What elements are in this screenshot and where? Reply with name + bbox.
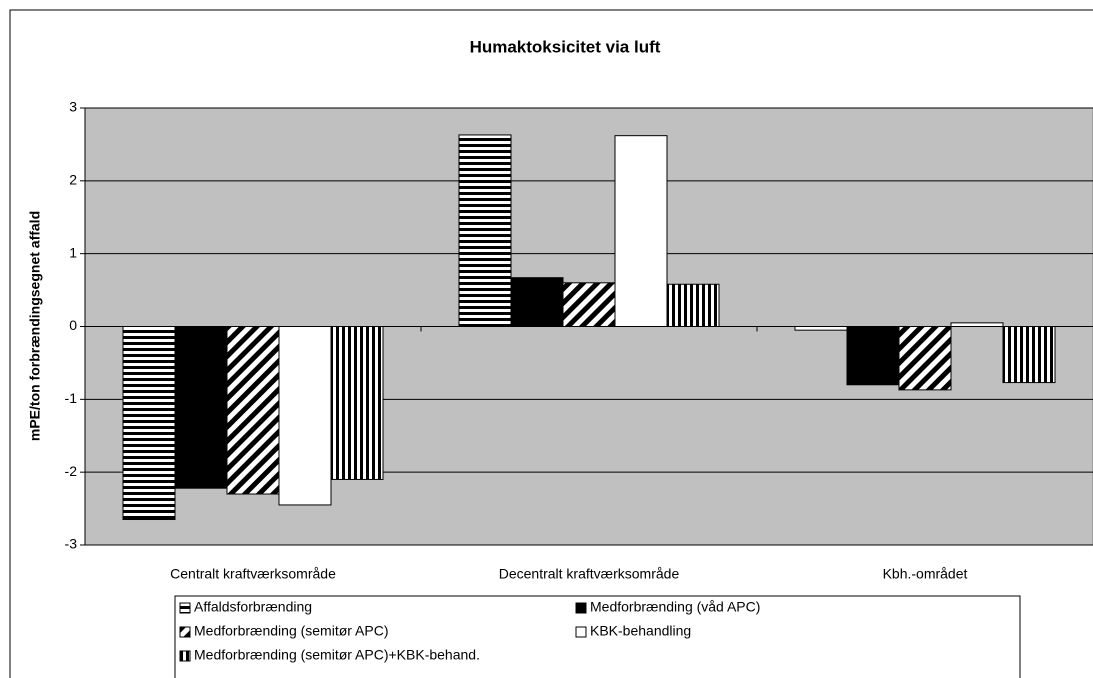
y-axis-label: mPE/ton forbrændingsegnet affald: [27, 211, 43, 441]
legend-label: Medforbrænding (semitør APC): [194, 623, 389, 639]
x-tick-label: Decentralt kraftværksområde: [499, 566, 680, 582]
legend: [174, 595, 1021, 678]
legend-swatch: [179, 650, 191, 662]
y-tick-label: 3: [69, 99, 77, 115]
bar: [794, 326, 848, 331]
legend-swatch: [575, 602, 587, 614]
chart-title: Humaktoksicitet via luft: [470, 37, 661, 56]
x-tick-label: Kbh.-området: [883, 566, 968, 582]
bar: [278, 326, 332, 506]
y-tick-label: -1: [65, 390, 78, 406]
y-tick-label: 0: [69, 317, 77, 333]
legend-swatch: [179, 602, 191, 614]
bar: [614, 135, 668, 327]
bar: [458, 134, 512, 327]
y-tick-label: 2: [69, 172, 77, 188]
bar: [174, 326, 228, 489]
x-tick-label: Centralt kraftværksområde: [170, 566, 336, 582]
bar: [510, 277, 564, 327]
y-tick-label: 1: [69, 244, 77, 260]
bar: [950, 322, 1004, 328]
bar: [226, 326, 280, 495]
bar: [122, 326, 176, 521]
legend-swatch: [179, 626, 191, 638]
bar: [1002, 326, 1056, 384]
legend-swatch: [575, 626, 587, 638]
bar: [666, 283, 720, 327]
bar: [562, 282, 616, 327]
bar: [330, 326, 384, 480]
legend-label: Affaldsforbrænding: [194, 599, 312, 615]
legend-label: Medforbrænding (våd APC): [590, 599, 760, 615]
y-tick-label: -2: [65, 463, 78, 479]
legend-label: Medforbrænding (semitør APC)+KBK-behand.: [194, 647, 480, 663]
legend-label: KBK-behandling: [590, 623, 691, 639]
bar: [898, 326, 952, 391]
y-tick-label: -3: [65, 536, 78, 552]
bar: [846, 326, 900, 386]
